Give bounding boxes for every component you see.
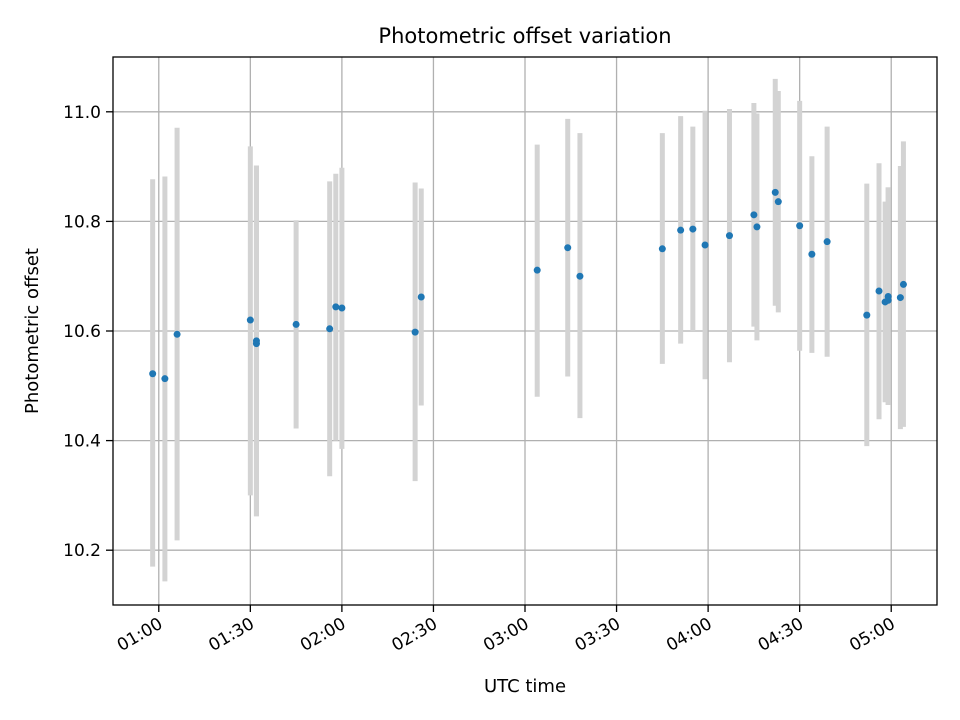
x-tick-label: 01:30: [205, 614, 257, 656]
data-point: [658, 245, 666, 253]
x-tick-label: 03:30: [572, 614, 624, 656]
y-axis-ticks: 10.2 10.4 10.6 10.8 11.0: [63, 103, 113, 561]
data-point: [896, 294, 904, 302]
data-point: [689, 225, 697, 233]
data-point: [332, 303, 340, 311]
data-point: [564, 244, 572, 252]
data-point: [701, 241, 709, 249]
data-point: [292, 320, 300, 328]
data-point: [899, 280, 907, 288]
data-point: [875, 287, 883, 295]
data-point: [246, 316, 254, 324]
x-tick-label: 02:00: [297, 614, 349, 656]
data-point: [677, 226, 685, 234]
data-points: [149, 188, 907, 383]
data-point: [753, 223, 761, 231]
y-tick-label: 10.2: [63, 541, 101, 561]
y-axis-label: Photometric offset: [22, 248, 43, 414]
data-point: [808, 250, 816, 258]
x-axis-ticks: 01:00 01:30 02:00 02:30 03:00 03:30 04:00 04:30…: [114, 605, 899, 656]
x-tick-label: 05:00: [846, 614, 898, 656]
data-point: [417, 293, 425, 301]
data-point: [774, 198, 782, 206]
y-tick-label: 10.4: [63, 432, 101, 452]
data-point: [725, 232, 733, 240]
y-tick-label: 10.6: [63, 322, 101, 342]
data-point: [576, 272, 584, 280]
x-axis-label: UTC time: [484, 676, 566, 697]
data-point: [884, 296, 892, 304]
data-point: [750, 211, 758, 219]
data-point: [796, 222, 804, 230]
x-tick-label: 01:00: [114, 614, 166, 656]
data-point: [823, 238, 831, 246]
data-point: [411, 328, 419, 336]
y-tick-label: 11.0: [63, 103, 101, 123]
data-point: [149, 370, 157, 378]
data-point: [771, 188, 779, 196]
data-point: [863, 311, 871, 319]
x-tick-label: 03:00: [480, 614, 532, 656]
x-tick-label: 02:30: [389, 614, 441, 656]
data-point: [338, 304, 346, 312]
x-tick-label: 04:00: [663, 614, 715, 656]
data-point: [161, 375, 169, 383]
y-tick-label: 10.8: [63, 212, 101, 232]
data-point: [252, 340, 260, 348]
data-point: [173, 330, 181, 338]
chart-title: Photometric offset variation: [378, 24, 671, 48]
data-point: [533, 266, 541, 274]
x-tick-label: 04:30: [755, 614, 807, 656]
data-point: [326, 325, 334, 333]
